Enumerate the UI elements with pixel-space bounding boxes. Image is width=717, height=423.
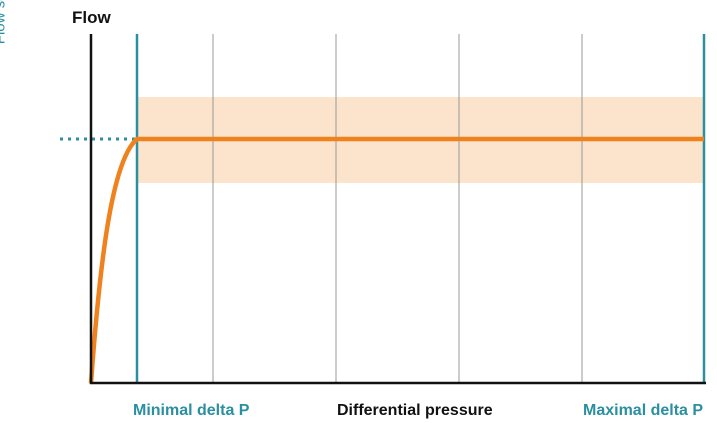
max-delta-p-label: Maximal delta P: [583, 402, 704, 419]
y-axis-title: Flow: [72, 8, 111, 27]
flow-curve: [88, 136, 704, 384]
min-delta-p-label: Minimal delta P: [133, 402, 250, 419]
x-axis-title: Differential pressure: [337, 402, 493, 419]
flow-setpoint-label: Flow setpoint: [0, 0, 9, 45]
